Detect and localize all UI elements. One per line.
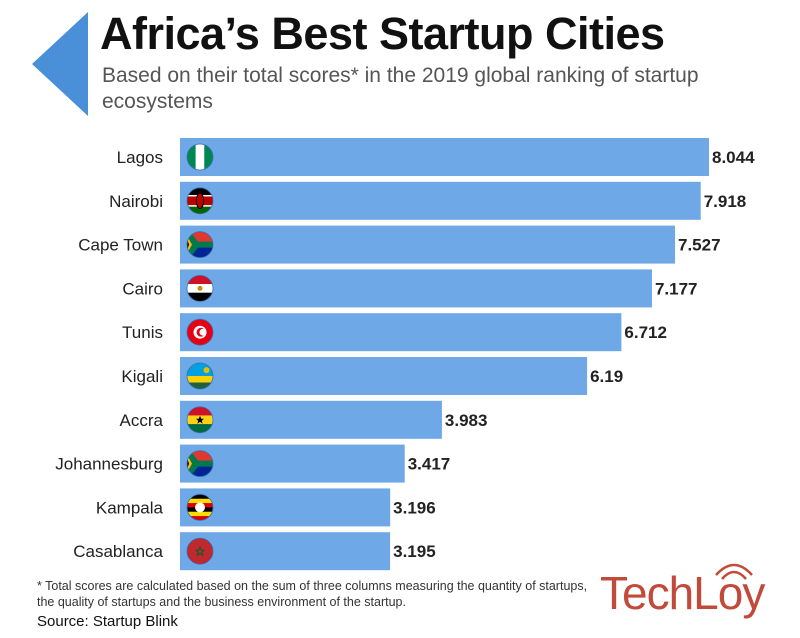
value-label: 3.195: [393, 542, 436, 561]
flag-icon: [186, 318, 214, 346]
category-label: Kigali: [121, 367, 163, 386]
bar: [180, 138, 709, 176]
footnote: * Total scores are calculated based on t…: [37, 579, 588, 609]
value-label: 7.527: [678, 236, 721, 255]
flag-icon: [186, 537, 214, 565]
flag-icon: [186, 406, 214, 434]
bar: [180, 400, 442, 439]
flag-icon: [186, 231, 214, 259]
value-label: 6.712: [624, 323, 667, 342]
bar: [180, 357, 588, 395]
category-label: Casablanca: [73, 542, 163, 561]
flag-icon: [186, 143, 214, 171]
flag-icon: [186, 274, 214, 302]
back-arrow-icon[interactable]: [32, 12, 88, 116]
value-label: 3.196: [393, 498, 436, 517]
category-label: Nairobi: [109, 192, 163, 211]
category-label: Tunis: [122, 323, 163, 342]
chart-subtitle: Based on their total scores* in the 2019…: [102, 64, 699, 113]
flag-icon: [186, 187, 214, 215]
brand-logo: TechLoy: [600, 567, 765, 619]
value-label: 6.19: [590, 367, 623, 386]
bar: [180, 225, 676, 264]
value-label: 7.177: [655, 279, 698, 298]
bar: [180, 181, 701, 220]
category-label: Kampala: [96, 498, 164, 517]
bar: [180, 313, 622, 352]
bar: [180, 269, 652, 308]
chart-title: Africa’s Best Startup Cities: [100, 8, 665, 59]
bar: [180, 488, 391, 527]
value-label: 3.983: [445, 411, 488, 430]
flag-icon: [186, 450, 214, 478]
flag-icon: [186, 493, 214, 521]
source-label: Source: Startup Blink: [37, 613, 178, 630]
bar: [180, 444, 405, 483]
value-label: 8.044: [712, 148, 755, 167]
category-label: Lagos: [117, 148, 163, 167]
flag-icon: [186, 362, 214, 390]
category-label: Johannesburg: [55, 455, 163, 474]
category-label: Cape Town: [78, 236, 163, 255]
signal-waves-icon: [715, 563, 753, 580]
category-label: Accra: [120, 411, 164, 430]
value-label: 3.417: [408, 455, 451, 474]
value-label: 7.918: [704, 192, 747, 211]
category-label: Cairo: [122, 279, 163, 298]
bar: [180, 532, 391, 571]
